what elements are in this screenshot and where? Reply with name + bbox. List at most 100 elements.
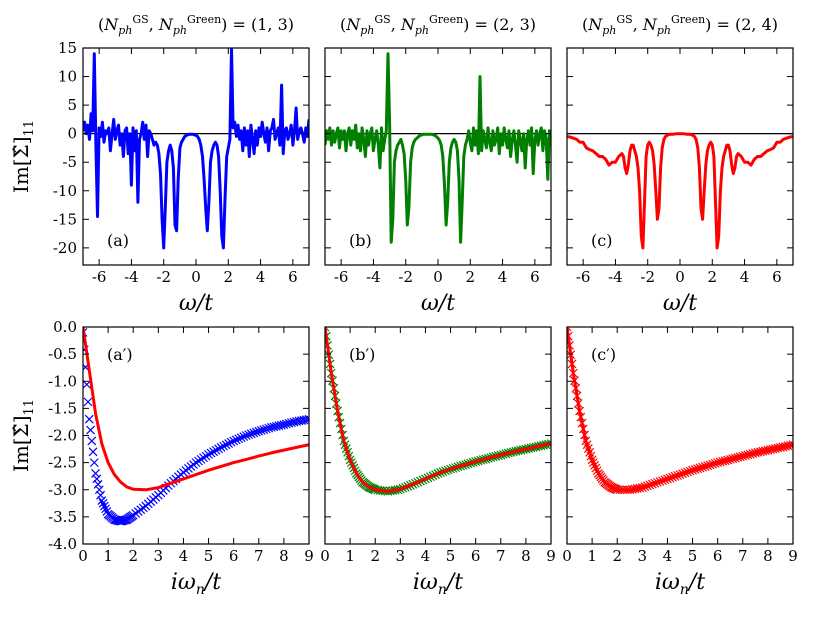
x-tick-label: 2 xyxy=(708,268,718,286)
data-point xyxy=(86,425,95,435)
series-line xyxy=(83,327,309,492)
data-point xyxy=(231,435,241,445)
data-point xyxy=(256,425,266,435)
data-point xyxy=(219,441,229,451)
data-point xyxy=(249,428,259,438)
y-axis-label: Im[Σ̂]11 xyxy=(9,120,37,193)
data-point xyxy=(246,429,256,439)
x-axis-label: ω/t xyxy=(421,291,455,316)
data-point xyxy=(279,420,289,430)
x-tick-label: 5 xyxy=(446,547,456,565)
y-tick-label: -3.0 xyxy=(48,481,77,499)
series-group xyxy=(83,48,309,250)
data-point xyxy=(94,485,104,495)
data-point xyxy=(211,445,221,455)
x-tick-label: 3 xyxy=(154,547,164,565)
data-point xyxy=(284,418,294,428)
data-point xyxy=(276,420,286,430)
x-tick-label: 9 xyxy=(546,547,556,565)
data-point xyxy=(241,431,251,440)
panel-5: 0 1 2 3 4 5 6 7 8 9 (b′) iωn/t xyxy=(320,326,556,598)
x-tick-label: -4 xyxy=(366,268,381,286)
x-tick-label: 8 xyxy=(763,547,773,565)
x-tick-label: 5 xyxy=(204,547,214,565)
data-point xyxy=(236,433,246,443)
data-point xyxy=(567,327,572,332)
x-tick-label: 8 xyxy=(521,547,531,565)
data-point xyxy=(209,447,219,457)
y-tick-label: -4.0 xyxy=(48,535,77,553)
x-tick-label: 7 xyxy=(738,547,748,565)
x-tick-label: 2 xyxy=(224,268,234,286)
panel-6: 0 1 2 3 4 5 6 7 8 9 (c′) iωn/t xyxy=(562,326,798,598)
data-point xyxy=(325,327,330,332)
y-tick-label: 5 xyxy=(67,96,77,114)
data-point xyxy=(196,454,206,464)
x-tick-label: 6 xyxy=(471,547,481,565)
chart-title: (NphGS, NphGreen) = (2, 4) xyxy=(582,13,778,37)
y-tick-label: 15 xyxy=(58,39,77,57)
data-point xyxy=(259,425,269,435)
y-tick-label: -15 xyxy=(53,210,77,228)
data-point xyxy=(221,440,231,450)
x-tick-label: -4 xyxy=(124,268,139,286)
y-tick-label: -1.5 xyxy=(48,399,77,417)
y-tick-label: -10 xyxy=(53,182,77,200)
x-tick-label: 4 xyxy=(663,547,673,565)
x-axis-label: ω/t xyxy=(179,291,213,316)
x-tick-label: -2 xyxy=(398,268,413,286)
x-tick-label: -6 xyxy=(92,268,107,286)
x-tick-label: 6 xyxy=(772,268,782,286)
panel-3: -6 -4 -2 0 2 4 6 (c) (NphGS, NphGreen) = (2, 4) ω… xyxy=(566,13,794,316)
y-tick-label: -0.5 xyxy=(48,345,77,363)
x-tick-label: 0 xyxy=(562,547,572,565)
x-tick-label: 4 xyxy=(498,268,508,286)
data-point xyxy=(201,451,211,461)
series-group xyxy=(83,327,309,526)
x-tick-label: 0 xyxy=(78,547,88,565)
data-point xyxy=(546,439,551,449)
data-point xyxy=(98,498,108,508)
data-point xyxy=(304,414,309,424)
data-point xyxy=(204,450,213,459)
x-tick-label: 2 xyxy=(128,547,138,565)
panel-label: (b) xyxy=(349,231,372,250)
data-point xyxy=(261,424,271,434)
y-tick-label: -1.0 xyxy=(48,372,77,390)
data-point xyxy=(206,448,216,458)
series-line xyxy=(567,132,793,250)
x-tick-label: 0 xyxy=(191,268,201,286)
x-tick-label: 7 xyxy=(254,547,264,565)
x-tick-label: 7 xyxy=(496,547,506,565)
series-line xyxy=(325,52,551,244)
series-line xyxy=(325,327,551,493)
x-tick-label: 1 xyxy=(587,547,597,565)
y-tick-label: 0.0 xyxy=(53,318,77,336)
x-axis-label: ω/t xyxy=(663,291,697,316)
data-point xyxy=(224,439,234,448)
data-point xyxy=(216,443,226,452)
data-point xyxy=(101,504,111,514)
y-tick-label: 0 xyxy=(67,125,77,143)
y-tick-label: -2.0 xyxy=(48,427,77,445)
y-tick-label: -2.5 xyxy=(48,454,77,472)
x-tick-label: 3 xyxy=(396,547,406,565)
x-tick-label: 1 xyxy=(103,547,113,565)
x-tick-label: 2 xyxy=(466,268,476,286)
x-tick-label: 6 xyxy=(288,268,298,286)
panel-4: 0 1 2 3 4 5 6 7 8 9 0.0 -0.5 -1.0 -1.5 -2.0 -2.5 -3.0 -3.… xyxy=(9,318,314,598)
data-point xyxy=(214,444,224,454)
data-point xyxy=(199,453,208,463)
data-point xyxy=(788,440,793,450)
x-tick-label: -6 xyxy=(334,268,349,286)
data-point xyxy=(226,437,236,447)
data-point xyxy=(99,501,109,511)
chart-title: (NphGS, NphGreen) = (1, 3) xyxy=(98,13,294,37)
y-tick-label: -3.5 xyxy=(48,508,77,526)
y-tick-label: -20 xyxy=(53,239,77,257)
series-group xyxy=(567,327,793,495)
x-tick-label: 9 xyxy=(304,547,314,565)
series-line xyxy=(567,327,793,492)
data-point xyxy=(191,458,201,468)
